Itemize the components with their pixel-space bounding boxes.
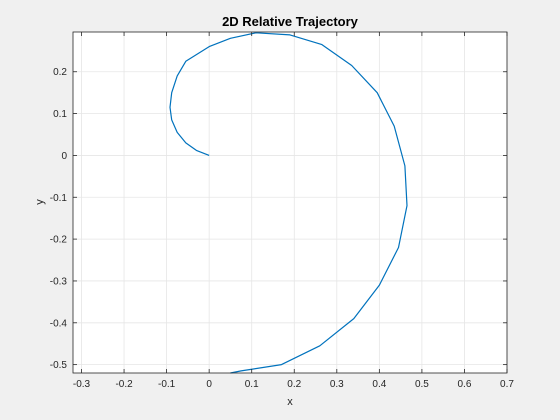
y-tick-labels: 0.2 0.1 0 -0.1 -0.2 -0.3 -0.4 -0.5 xyxy=(50,67,68,371)
x-tick-label: 0.6 xyxy=(457,379,471,390)
x-tick-label: 0.4 xyxy=(372,379,386,390)
y-tick-label: 0.1 xyxy=(53,109,67,120)
x-axis-label: x xyxy=(287,396,293,408)
x-tick-label: 0.3 xyxy=(330,379,344,390)
y-tick-label: -0.1 xyxy=(50,193,68,204)
y-tick-label: 0.2 xyxy=(53,67,67,78)
trajectory-line xyxy=(169,32,408,374)
series-layer xyxy=(169,32,408,374)
y-tick-label: -0.2 xyxy=(50,235,68,246)
x-tick-labels: -0.3 -0.2 -0.1 0 0.1 0.2 0.3 0.4 0.5 0.6 0.7 xyxy=(73,379,514,390)
x-tick-label: -0.3 xyxy=(73,379,91,390)
axes-box xyxy=(72,31,508,374)
x-tick-label: 0.1 xyxy=(245,379,259,390)
y-tick-label: -0.3 xyxy=(50,276,68,287)
x-tick-label: -0.2 xyxy=(115,379,133,390)
x-tick-label: -0.1 xyxy=(158,379,176,390)
x-tick-label: 0 xyxy=(206,379,212,390)
y-tick-label: 0 xyxy=(61,151,67,162)
y-axis-label: y xyxy=(34,199,46,205)
chart-title: 2D Relative Trajectory xyxy=(222,14,359,29)
y-tick-label: -0.4 xyxy=(50,318,68,329)
x-tick-label: 0.5 xyxy=(415,379,429,390)
x-tick-label: 0.7 xyxy=(500,379,514,390)
plot-area xyxy=(73,32,507,373)
x-tick-label: 0.2 xyxy=(287,379,301,390)
y-tick-label: -0.5 xyxy=(50,360,68,371)
ticks xyxy=(73,32,508,373)
